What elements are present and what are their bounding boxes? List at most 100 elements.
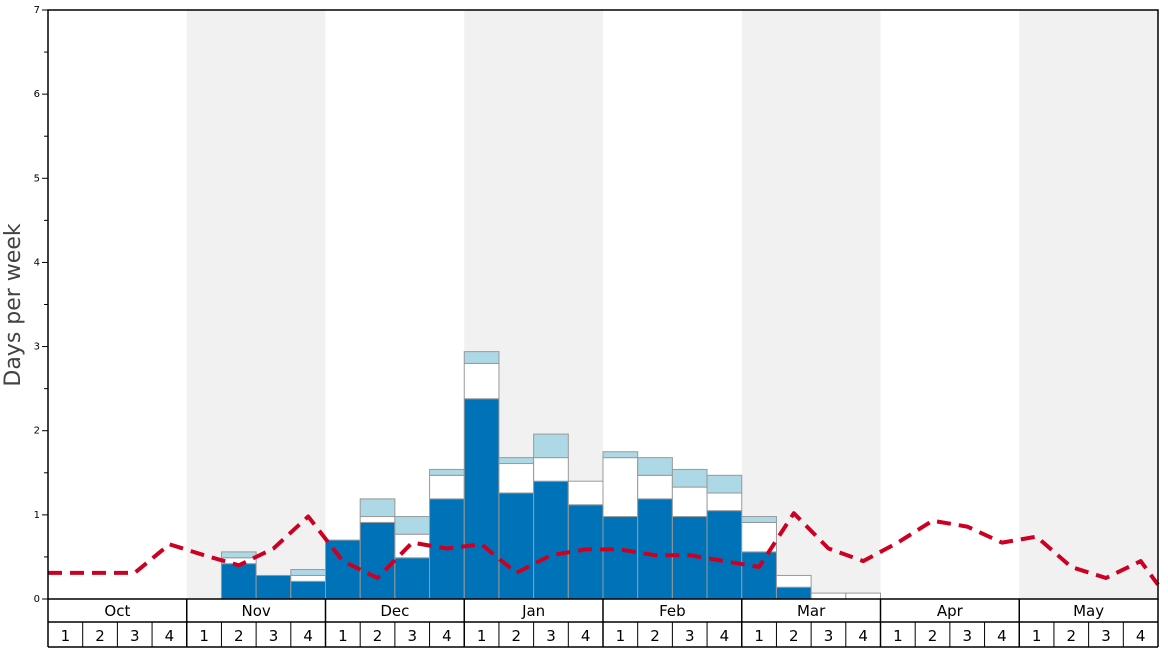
week-label-nov-4: 4 — [303, 627, 313, 645]
week-label-may-1: 1 — [1032, 627, 1042, 645]
week-label-mar-4: 4 — [858, 627, 868, 645]
week-label-jan-4: 4 — [581, 627, 591, 645]
month-shading — [186, 10, 1158, 599]
week-label-feb-4: 4 — [720, 627, 730, 645]
bar-series-3-week-12 — [429, 468, 465, 476]
bar-series-3-week-10 — [359, 498, 396, 518]
bar-series-1-week-6 — [220, 563, 257, 600]
month-label-jan: Jan — [521, 602, 545, 620]
bar-series-2-week-13 — [463, 362, 500, 400]
y-tick-label-0: 0 — [34, 594, 40, 605]
bars — [220, 351, 881, 600]
bar-series-1-week-10 — [359, 521, 396, 600]
bar-series-2-week-16 — [567, 480, 604, 506]
y-tick-label-7: 7 — [34, 5, 40, 16]
week-label-nov-3: 3 — [269, 627, 279, 645]
bar-series-3-week-19 — [671, 468, 708, 488]
bar-series-1-week-7 — [255, 574, 292, 600]
bar-series-2-week-22 — [775, 574, 812, 588]
month-label-apr: Apr — [937, 602, 964, 620]
bar-series-1-week-14 — [498, 492, 535, 600]
y-tick-label-1: 1 — [34, 510, 40, 521]
month-shade-may — [1019, 10, 1158, 599]
month-shade-nov — [186, 10, 326, 599]
week-label-dec-4: 4 — [442, 627, 452, 645]
bar-series-2-week-23 — [810, 592, 847, 600]
y-axis: 0 1 2 3 4 5 6 7 — [34, 5, 48, 605]
y-tick-label-6: 6 — [34, 89, 40, 100]
bar-series-3-week-14 — [498, 457, 535, 465]
month-label-oct: Oct — [104, 602, 130, 620]
week-label-mar-2: 2 — [789, 627, 799, 645]
bar-series-1-week-8 — [290, 580, 326, 600]
week-label-dec-3: 3 — [407, 627, 417, 645]
month-shade-mar — [741, 10, 881, 599]
week-label-feb-3: 3 — [685, 627, 695, 645]
bar-series-3-week-18 — [637, 457, 673, 476]
bar-series-1-week-15 — [533, 480, 569, 600]
trend-line — [48, 511, 1160, 586]
bar-series-1-week-20 — [706, 510, 743, 600]
month-label-may: May — [1073, 602, 1104, 620]
bar-series-3-week-6 — [220, 551, 257, 559]
week-label-mar-3: 3 — [824, 627, 834, 645]
month-label-feb: Feb — [659, 602, 686, 620]
bar-series-3-week-15 — [533, 433, 569, 459]
week-label-dec-1: 1 — [338, 627, 348, 645]
week-label-nov-2: 2 — [234, 627, 244, 645]
bar-series-1-week-17 — [602, 516, 639, 600]
bar-series-3-week-20 — [706, 474, 743, 494]
week-label-dec-2: 2 — [373, 627, 383, 645]
bar-series-1-week-19 — [671, 516, 708, 600]
week-label-may-4: 4 — [1136, 627, 1146, 645]
y-tick-label-2: 2 — [34, 426, 40, 437]
week-label-oct-2: 2 — [95, 627, 105, 645]
y-tick-label-5: 5 — [34, 173, 40, 184]
bar-series-3-week-21 — [741, 516, 777, 523]
bar-series-3-week-17 — [602, 451, 639, 459]
bar-series-2-week-18 — [637, 474, 673, 500]
bar-series-2-week-12 — [429, 474, 465, 500]
week-label-jan-1: 1 — [477, 627, 487, 645]
y-tick-label-4: 4 — [34, 257, 40, 268]
week-label-apr-2: 2 — [928, 627, 938, 645]
bar-series-1-week-13 — [463, 398, 500, 600]
week-label-mar-1: 1 — [754, 627, 764, 645]
bar-series-2-week-8 — [290, 574, 326, 582]
y-axis-title: Days per week — [1, 223, 26, 386]
bar-series-3-week-13 — [463, 351, 500, 364]
week-label-feb-1: 1 — [616, 627, 626, 645]
bar-series-1-week-16 — [567, 504, 604, 600]
week-label-may-3: 3 — [1101, 627, 1111, 645]
week-label-apr-3: 3 — [962, 627, 972, 645]
week-label-jan-2: 2 — [512, 627, 522, 645]
y-tick-label-3: 3 — [34, 342, 40, 353]
week-label-oct-3: 3 — [130, 627, 140, 645]
bar-series-2-week-20 — [706, 492, 743, 512]
bar-series-1-week-11 — [394, 557, 431, 600]
week-label-apr-1: 1 — [893, 627, 903, 645]
bar-series-1-week-22 — [775, 586, 812, 600]
week-label-may-2: 2 — [1067, 627, 1077, 645]
bar-series-2-week-14 — [498, 463, 535, 494]
x-axis: Oct 1 2 3 4 Nov 1 2 3 4 Dec 1 2 3 4 Jan 1 2 3 4 Feb 1 2 3 4 Mar 1 2… — [47, 599, 1159, 648]
bar-series-1-week-9 — [325, 539, 361, 600]
month-label-mar: Mar — [797, 602, 826, 620]
month-label-dec: Dec — [380, 602, 409, 620]
bar-series-1-week-18 — [637, 498, 673, 600]
trend-line-layer — [48, 511, 1160, 586]
week-label-oct-1: 1 — [61, 627, 71, 645]
week-label-feb-2: 2 — [650, 627, 660, 645]
bar-series-3-week-11 — [394, 516, 431, 535]
week-label-apr-4: 4 — [997, 627, 1007, 645]
month-label-nov: Nov — [241, 602, 270, 620]
bar-series-1-week-21 — [741, 551, 777, 600]
bar-series-2-week-17 — [602, 457, 639, 518]
week-label-nov-1: 1 — [199, 627, 209, 645]
bar-series-2-week-24 — [845, 592, 881, 600]
bar-series-3-week-8 — [290, 569, 326, 576]
bar-series-2-week-6 — [220, 557, 257, 565]
week-label-oct-4: 4 — [165, 627, 175, 645]
bar-series-2-week-10 — [359, 516, 396, 523]
